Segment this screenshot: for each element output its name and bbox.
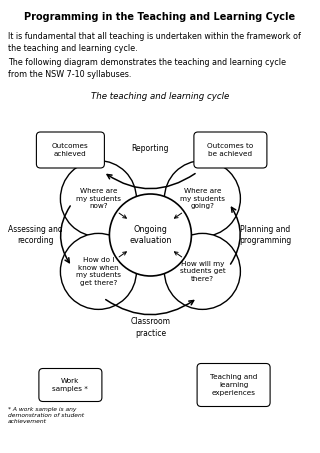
Text: Assessing and
recording: Assessing and recording	[8, 225, 63, 245]
Text: Programming in the Teaching and Learning Cycle: Programming in the Teaching and Learning…	[24, 12, 296, 22]
Text: Outcomes
achieved: Outcomes achieved	[52, 143, 89, 157]
Text: Reporting: Reporting	[132, 144, 169, 153]
Circle shape	[109, 194, 191, 276]
Circle shape	[164, 233, 240, 309]
FancyBboxPatch shape	[39, 368, 102, 401]
Text: The following diagram demonstrates the teaching and learning cycle
from the NSW : The following diagram demonstrates the t…	[8, 58, 286, 79]
Text: Teaching and
learning
experiences: Teaching and learning experiences	[210, 375, 257, 395]
Text: The teaching and learning cycle: The teaching and learning cycle	[91, 92, 229, 101]
Circle shape	[164, 161, 240, 236]
Circle shape	[60, 161, 136, 236]
Text: Classroom
practice: Classroom practice	[131, 318, 171, 337]
FancyArrowPatch shape	[107, 173, 195, 189]
Text: It is fundamental that all teaching is undertaken within the framework of
the te: It is fundamental that all teaching is u…	[8, 32, 301, 53]
FancyBboxPatch shape	[197, 363, 270, 406]
FancyArrowPatch shape	[106, 299, 194, 315]
Text: * A work sample is any
demonstration of student
achievement: * A work sample is any demonstration of …	[8, 407, 84, 424]
FancyBboxPatch shape	[36, 132, 104, 168]
Text: How will my
students get
there?: How will my students get there?	[180, 260, 225, 282]
FancyArrowPatch shape	[230, 207, 240, 264]
FancyBboxPatch shape	[194, 132, 267, 168]
FancyArrowPatch shape	[60, 206, 70, 263]
Text: Work
samples *: Work samples *	[52, 378, 88, 392]
Circle shape	[60, 233, 136, 309]
Text: How do I
know when
my students
get there?: How do I know when my students get there…	[76, 257, 121, 286]
Text: Outcomes to
be achieved: Outcomes to be achieved	[207, 143, 253, 157]
Text: Planning and
programming: Planning and programming	[239, 225, 292, 245]
Text: Ongoing
evaluation: Ongoing evaluation	[129, 225, 172, 245]
Text: Where are
my students
going?: Where are my students going?	[180, 188, 225, 209]
Text: Where are
my students
now?: Where are my students now?	[76, 188, 121, 209]
